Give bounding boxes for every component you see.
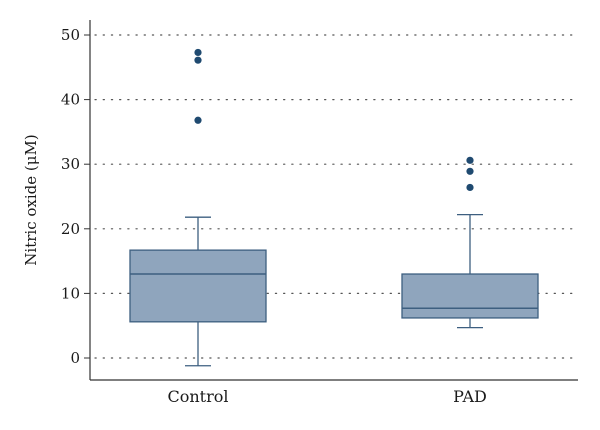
outlier-point	[194, 56, 202, 64]
iqr-box	[129, 249, 267, 323]
outlier-point	[194, 48, 202, 57]
axes	[84, 20, 578, 381]
y-axis-title: Nitric oxide (μM)	[22, 134, 40, 265]
y-tick-label: 30	[61, 155, 80, 173]
outlier-point	[466, 183, 474, 192]
box-control	[129, 48, 267, 367]
y-tick-label: 20	[61, 220, 80, 238]
y-tick-label: 0	[70, 349, 80, 367]
outlier-point	[466, 167, 474, 175]
labels: 0 10 20 30 40 50 Control PAD Nitric oxide (μM)	[22, 26, 487, 406]
box-pad	[401, 156, 539, 329]
outlier-point	[194, 116, 202, 124]
y-tick-label: 50	[61, 26, 80, 44]
y-tick-label: 40	[61, 91, 80, 109]
outlier-point	[466, 156, 474, 164]
x-category-label: Control	[167, 387, 228, 406]
boxes	[129, 48, 539, 367]
y-tick-label: 10	[61, 284, 80, 302]
iqr-box	[401, 273, 539, 319]
x-category-label: PAD	[453, 387, 487, 406]
